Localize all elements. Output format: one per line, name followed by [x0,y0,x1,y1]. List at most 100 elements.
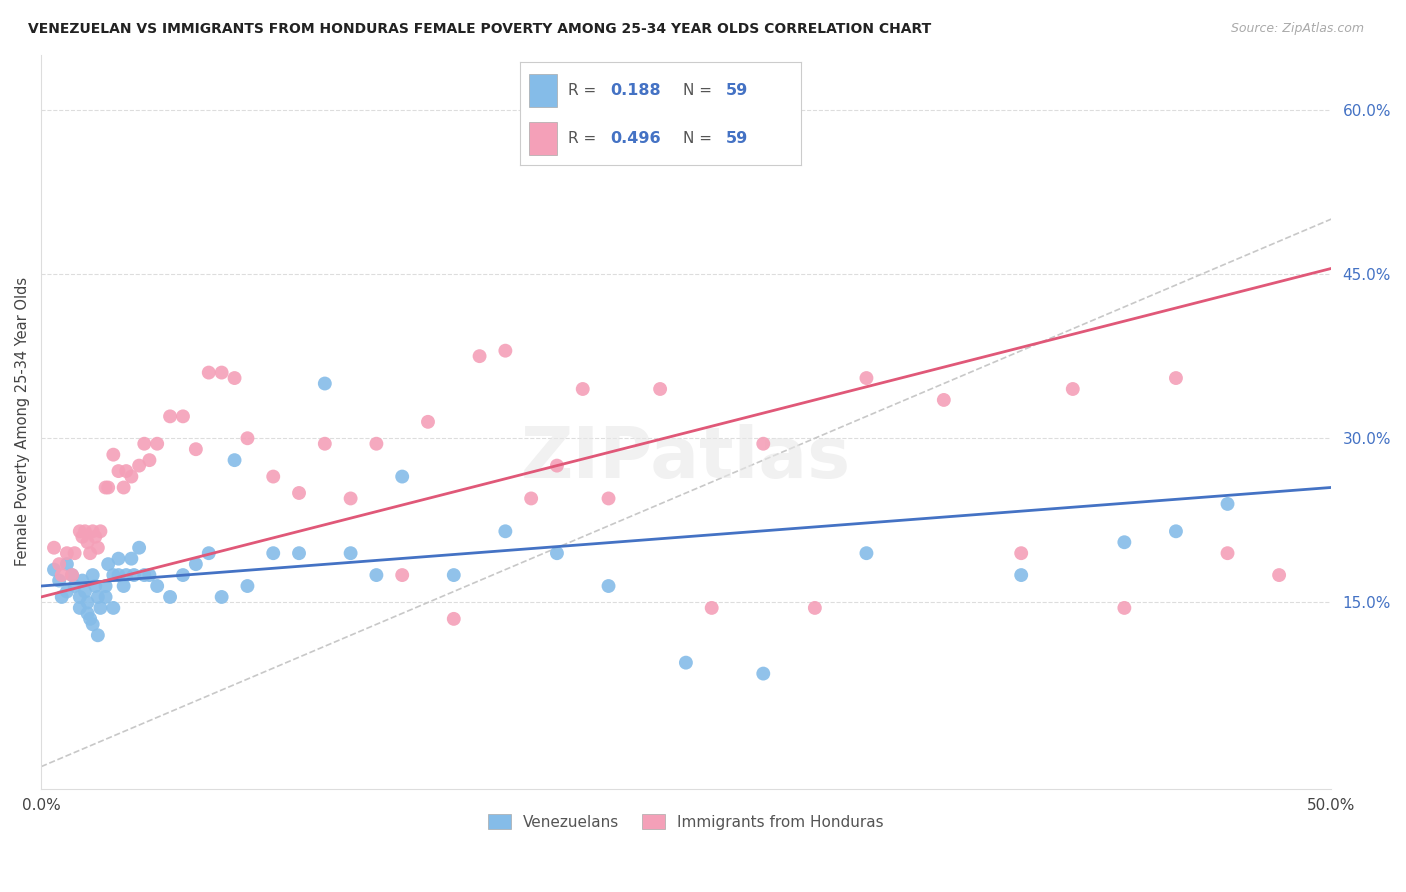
Immigrants from Honduras [1268,568,1291,582]
Venezuelans [69,601,91,615]
Venezuelans [1010,568,1032,582]
Venezuelans [120,551,142,566]
Immigrants from Honduras [112,481,135,495]
Venezuelans [494,524,516,539]
Text: R =: R = [568,83,602,97]
Text: R =: R = [568,131,602,146]
Immigrants from Honduras [932,392,955,407]
Venezuelans [103,568,125,582]
Venezuelans [87,590,110,604]
Venezuelans [211,590,233,604]
Venezuelans [56,557,79,571]
Venezuelans [236,579,259,593]
Venezuelans [72,574,94,588]
Venezuelans [546,546,568,560]
Venezuelans [82,617,104,632]
Venezuelans [76,595,98,609]
Immigrants from Honduras [391,568,413,582]
Venezuelans [366,568,388,582]
Text: VENEZUELAN VS IMMIGRANTS FROM HONDURAS FEMALE POVERTY AMONG 25-34 YEAR OLDS CORR: VENEZUELAN VS IMMIGRANTS FROM HONDURAS F… [28,22,931,37]
Venezuelans [314,376,336,391]
Immigrants from Honduras [855,371,877,385]
Immigrants from Honduras [224,371,246,385]
Immigrants from Honduras [339,491,361,506]
Venezuelans [89,601,111,615]
Venezuelans [73,584,96,599]
Venezuelans [855,546,877,560]
Immigrants from Honduras [1010,546,1032,560]
Immigrants from Honduras [262,469,284,483]
Venezuelans [675,656,697,670]
Immigrants from Honduras [494,343,516,358]
Text: ZIPatlas: ZIPatlas [520,424,851,493]
Immigrants from Honduras [1216,546,1239,560]
Immigrants from Honduras [115,464,138,478]
Immigrants from Honduras [60,568,83,582]
Venezuelans [197,546,219,560]
Immigrants from Honduras [598,491,620,506]
Immigrants from Honduras [82,524,104,539]
Venezuelans [115,568,138,582]
Immigrants from Honduras [87,541,110,555]
Immigrants from Honduras [236,431,259,445]
Text: 0.188: 0.188 [610,83,661,97]
Text: 59: 59 [725,83,748,97]
Immigrants from Honduras [1164,371,1187,385]
Immigrants from Honduras [84,530,107,544]
Venezuelans [69,590,91,604]
Venezuelans [752,666,775,681]
Venezuelans [598,579,620,593]
Venezuelans [172,568,194,582]
Bar [529,74,557,106]
Venezuelans [443,568,465,582]
Immigrants from Honduras [146,436,169,450]
Text: 0.496: 0.496 [610,131,661,146]
Immigrants from Honduras [804,601,827,615]
Immigrants from Honduras [134,436,156,450]
Immigrants from Honduras [79,546,101,560]
Venezuelans [391,469,413,483]
Immigrants from Honduras [1062,382,1084,396]
Venezuelans [94,579,117,593]
Immigrants from Honduras [546,458,568,473]
Immigrants from Honduras [366,436,388,450]
Venezuelans [82,568,104,582]
Venezuelans [112,579,135,593]
Venezuelans [1114,535,1136,549]
Immigrants from Honduras [211,366,233,380]
Venezuelans [56,584,79,599]
Immigrants from Honduras [314,436,336,450]
Text: 59: 59 [725,131,748,146]
Venezuelans [63,579,86,593]
Immigrants from Honduras [89,524,111,539]
Immigrants from Honduras [700,601,723,615]
Immigrants from Honduras [128,458,150,473]
Immigrants from Honduras [571,382,593,396]
Venezuelans [138,568,160,582]
Venezuelans [288,546,311,560]
Venezuelans [103,601,125,615]
Legend: Venezuelans, Immigrants from Honduras: Venezuelans, Immigrants from Honduras [482,807,890,836]
Immigrants from Honduras [443,612,465,626]
Venezuelans [224,453,246,467]
Immigrants from Honduras [107,464,129,478]
Immigrants from Honduras [197,366,219,380]
Immigrants from Honduras [63,546,86,560]
Venezuelans [122,568,145,582]
Immigrants from Honduras [48,557,70,571]
Venezuelans [107,568,129,582]
Venezuelans [339,546,361,560]
Immigrants from Honduras [72,530,94,544]
Immigrants from Honduras [97,481,120,495]
Immigrants from Honduras [76,535,98,549]
Venezuelans [107,551,129,566]
Immigrants from Honduras [184,442,207,457]
Venezuelans [76,607,98,621]
Venezuelans [184,557,207,571]
Immigrants from Honduras [51,568,73,582]
Venezuelans [48,574,70,588]
Bar [529,122,557,155]
Venezuelans [134,568,156,582]
Venezuelans [51,590,73,604]
Venezuelans [94,590,117,604]
